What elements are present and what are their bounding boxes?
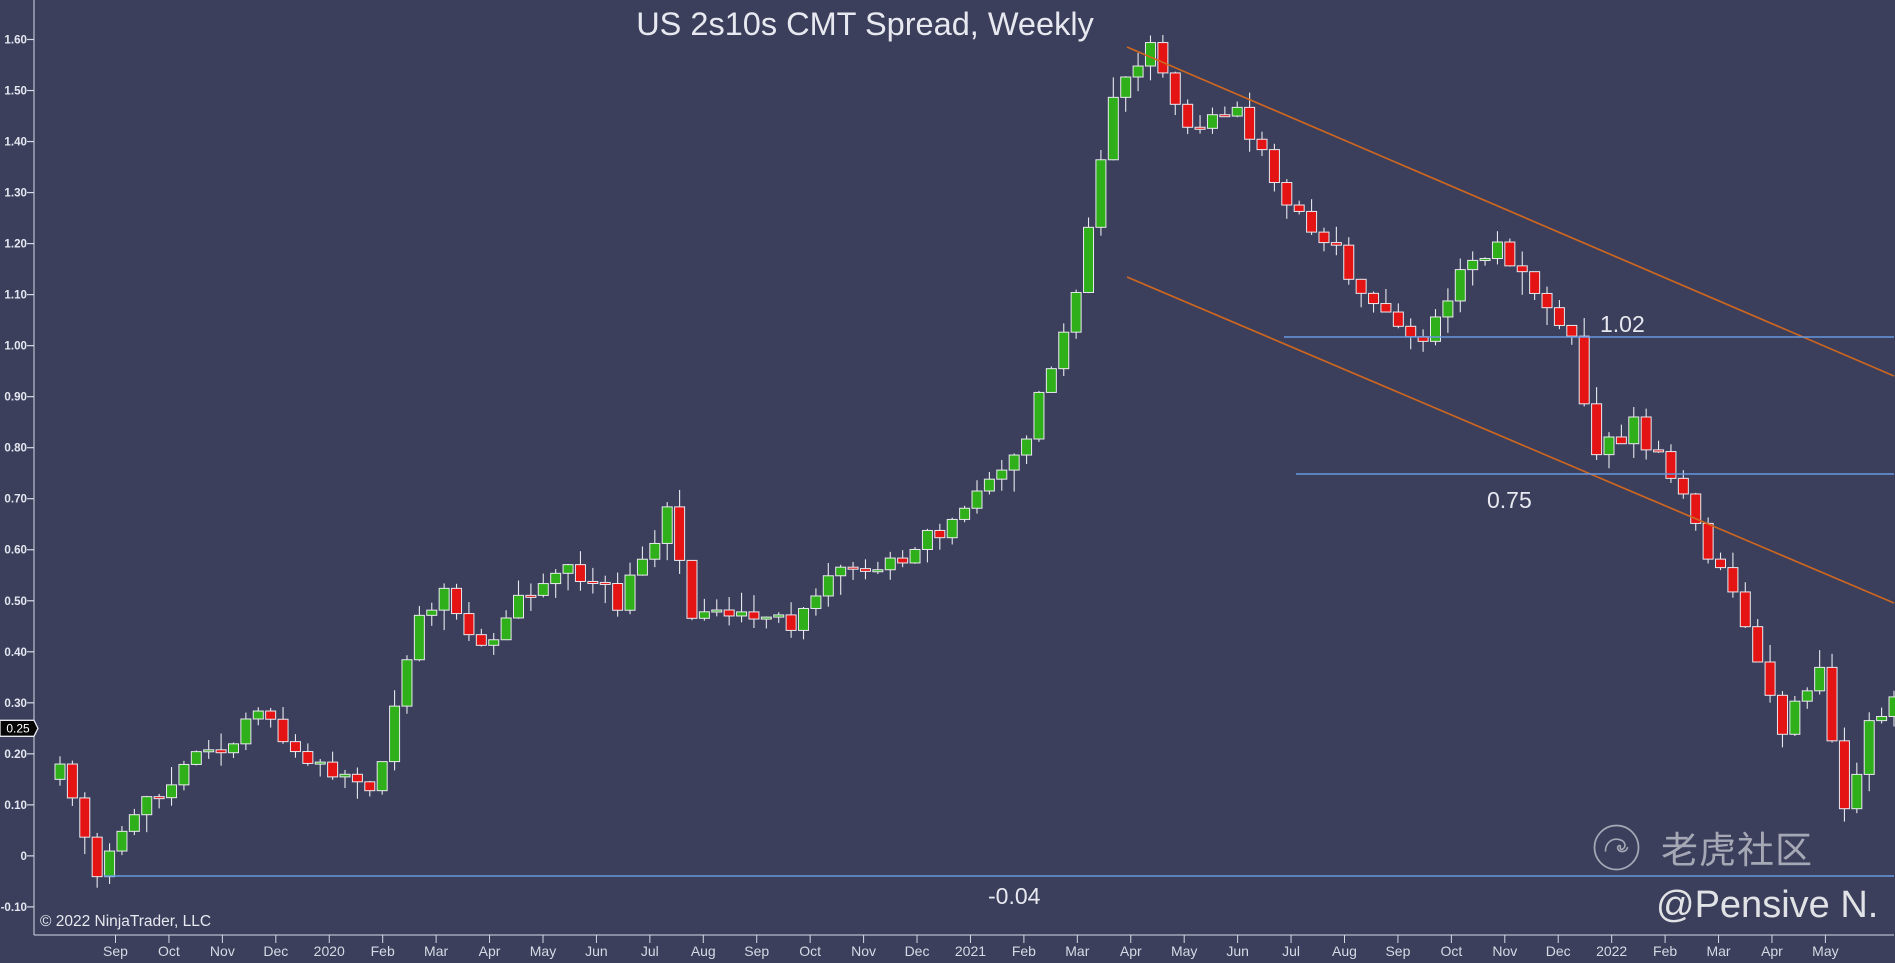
svg-text:Apr: Apr — [1120, 943, 1142, 959]
svg-text:0.50: 0.50 — [4, 595, 27, 608]
svg-text:Jul: Jul — [641, 943, 659, 959]
svg-text:Sep: Sep — [103, 943, 128, 959]
svg-text:Aug: Aug — [1332, 943, 1357, 959]
svg-text:2022: 2022 — [1596, 943, 1627, 959]
svg-text:0.10: 0.10 — [4, 799, 27, 812]
svg-text:1.50: 1.50 — [4, 85, 27, 98]
svg-text:0.75: 0.75 — [1487, 487, 1532, 513]
svg-text:US 2s10s CMT Spread, Weekly: US 2s10s CMT Spread, Weekly — [636, 6, 1094, 42]
svg-text:0.70: 0.70 — [4, 493, 27, 506]
svg-text:0.60: 0.60 — [4, 544, 27, 557]
svg-text:Oct: Oct — [799, 943, 821, 959]
svg-text:Oct: Oct — [158, 943, 180, 959]
svg-text:Jun: Jun — [585, 943, 608, 959]
svg-text:1.40: 1.40 — [4, 136, 27, 149]
svg-text:May: May — [530, 943, 556, 959]
svg-text:0.90: 0.90 — [4, 391, 27, 404]
svg-text:2021: 2021 — [955, 943, 986, 959]
svg-text:Sep: Sep — [744, 943, 769, 959]
svg-text:Aug: Aug — [691, 943, 716, 959]
svg-text:0.20: 0.20 — [4, 748, 27, 761]
svg-text:May: May — [1171, 943, 1197, 959]
svg-text:1.20: 1.20 — [4, 238, 27, 251]
svg-text:Mar: Mar — [1706, 943, 1730, 959]
svg-text:1.02: 1.02 — [1600, 311, 1645, 337]
svg-text:Feb: Feb — [371, 943, 395, 959]
svg-text:May: May — [1812, 943, 1838, 959]
svg-text:Jul: Jul — [1282, 943, 1300, 959]
svg-text:Feb: Feb — [1012, 943, 1036, 959]
svg-text:1.10: 1.10 — [4, 289, 27, 302]
svg-text:Mar: Mar — [1065, 943, 1089, 959]
svg-text:Nov: Nov — [1492, 943, 1517, 959]
svg-text:Dec: Dec — [905, 943, 930, 959]
svg-text:Apr: Apr — [1761, 943, 1783, 959]
svg-text:-0.10: -0.10 — [1, 901, 27, 914]
svg-text:Sep: Sep — [1385, 943, 1410, 959]
svg-text:© 2022 NinjaTrader, LLC: © 2022 NinjaTrader, LLC — [40, 913, 211, 930]
svg-text:Nov: Nov — [210, 943, 235, 959]
svg-text:2020: 2020 — [314, 943, 345, 959]
svg-text:Dec: Dec — [1546, 943, 1571, 959]
svg-text:0: 0 — [21, 850, 27, 863]
svg-text:Nov: Nov — [851, 943, 876, 959]
svg-text:1.60: 1.60 — [4, 34, 27, 47]
svg-text:1.00: 1.00 — [4, 340, 27, 353]
svg-text:0.40: 0.40 — [4, 646, 27, 659]
svg-text:1.30: 1.30 — [4, 187, 27, 200]
svg-text:Feb: Feb — [1653, 943, 1677, 959]
svg-text:0.25: 0.25 — [6, 721, 30, 735]
svg-text:Jun: Jun — [1226, 943, 1249, 959]
svg-text:Dec: Dec — [263, 943, 288, 959]
svg-text:Mar: Mar — [424, 943, 448, 959]
svg-text:0.80: 0.80 — [4, 442, 27, 455]
svg-text:Apr: Apr — [479, 943, 501, 959]
svg-text:Oct: Oct — [1440, 943, 1462, 959]
svg-text:-0.04: -0.04 — [988, 883, 1041, 909]
svg-text:0.30: 0.30 — [4, 697, 27, 710]
